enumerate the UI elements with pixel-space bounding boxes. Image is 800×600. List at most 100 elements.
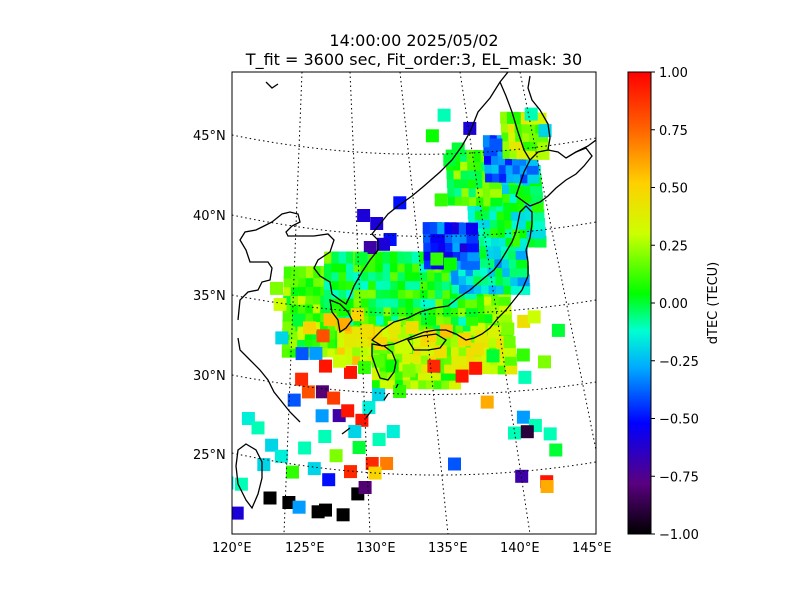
dtec-cell [370, 217, 384, 230]
dtec-cell [344, 465, 357, 479]
dtec-cell [357, 209, 371, 222]
dtec-cell [527, 310, 541, 324]
dtec-cell [212, 507, 225, 520]
dtec-cell [360, 324, 374, 338]
lat-label-45n: 45°N [193, 129, 226, 144]
dtec-cell [348, 425, 362, 438]
meridian-125e [283, 72, 303, 534]
lat-label-35n: 35°N [193, 289, 226, 304]
dtec-cell [425, 129, 439, 143]
lon-label-125e: 125°E [285, 541, 325, 556]
dtec-cell [355, 413, 369, 427]
dtec-cell [386, 425, 400, 438]
dtec-region-cell [514, 120, 527, 133]
dtec-cell [374, 337, 388, 350]
dtec-cell [518, 370, 532, 384]
dtec-cell [309, 346, 323, 360]
colorbar-gradient [627, 71, 652, 535]
dtec-cell [292, 500, 306, 514]
map-title-params: T_fit = 3600 sec, Fit_order:3, EL_mask: … [245, 50, 583, 69]
colorbar-tick-label: 0.00 [659, 297, 688, 312]
dtec-cell [341, 404, 355, 418]
colorbar-tick-label: −1.00 [659, 528, 699, 543]
coastline-kamchatka-edge [265, 81, 279, 89]
dtec-region-cell [493, 247, 506, 260]
colorbar-tick-label: −0.75 [659, 470, 699, 485]
dtec-cell [265, 438, 279, 452]
dtec-cell [315, 385, 329, 399]
lon-label-130e: 130°E [356, 541, 396, 556]
dtec-region-cell [500, 111, 513, 124]
colorbar-tick-label: 1.00 [659, 66, 688, 81]
dtec-cell [380, 457, 394, 470]
colorbar-tick-label: 0.75 [659, 124, 688, 139]
coastline-japan-kyushu [371, 343, 397, 381]
dtec-region-cell [452, 248, 465, 261]
dtec-cell [350, 308, 364, 322]
dtec-cell [332, 354, 346, 368]
colorbar-label: dTEC (TECU) [706, 262, 721, 345]
dtec-cell [316, 329, 330, 343]
dtec-cell [372, 433, 386, 446]
dtec-cell [515, 469, 529, 483]
dtec-cell [469, 361, 483, 375]
meridian-140e [459, 72, 531, 534]
dtec-cell [437, 108, 451, 122]
dtec-cell [549, 443, 563, 457]
dtec-region-cell [503, 336, 516, 349]
dtec-cell [329, 449, 343, 463]
dtec-cell [439, 324, 453, 338]
dtec-cell [524, 107, 538, 121]
dtec-cell [295, 372, 309, 386]
dtec-cell [385, 359, 399, 373]
coastline-layer [235, 72, 596, 510]
lon-label-140e: 140°E [500, 541, 540, 556]
dtec-cell [274, 449, 288, 463]
map-title-time: 14:00:00 2025/05/02 [329, 31, 499, 50]
coastline-sakhalin [527, 75, 551, 151]
dtec-cell [520, 425, 534, 439]
map-plot-area [212, 72, 596, 534]
dtec-cell [399, 340, 413, 354]
dtec-cell [516, 348, 530, 362]
colorbar-tick-label: −0.50 [659, 413, 699, 428]
dtec-cell [295, 347, 309, 361]
lon-label-120e: 120°E [212, 541, 252, 556]
meridian-145e [519, 72, 596, 451]
dtec-cell [372, 388, 386, 402]
coastline-korea-south [329, 298, 353, 334]
dtec-cell [430, 252, 444, 266]
dtec-cell [322, 473, 336, 487]
lon-label-135e: 135°E [428, 541, 468, 556]
dtec-cell [402, 364, 416, 378]
meridian-130e [349, 72, 371, 534]
dtec-cell [319, 359, 332, 373]
dtec-cell [551, 323, 565, 337]
dtec-cell [487, 325, 501, 339]
dtec-cell [318, 430, 332, 443]
dtec-region-cell [466, 222, 478, 235]
dtec-cell [344, 365, 357, 379]
dtec-cell [352, 441, 366, 454]
dtec-region-cell [501, 247, 514, 260]
coastline-kurils [565, 139, 596, 159]
dtec-cell [251, 421, 265, 435]
dtec-cell [232, 476, 234, 490]
meridian-135e [399, 72, 449, 534]
dtec-cell [480, 395, 494, 409]
dtec-cell [516, 410, 530, 424]
lat-label-25n: 25°N [193, 448, 226, 463]
dtec-cell [292, 313, 306, 327]
dtec-cell [336, 508, 350, 522]
coastline-china-coast [237, 337, 301, 423]
dtec-cell [303, 321, 316, 335]
dtec-cell [486, 349, 500, 363]
dtec-cell [286, 465, 299, 479]
dtec-cell [489, 138, 503, 152]
dtec-region-cell [509, 147, 522, 160]
dtec-cell [354, 252, 368, 266]
dtec-cell [501, 322, 515, 336]
dtec-region-cell [502, 146, 515, 159]
dtec-cell [344, 333, 357, 347]
dtec-cell [357, 361, 371, 374]
